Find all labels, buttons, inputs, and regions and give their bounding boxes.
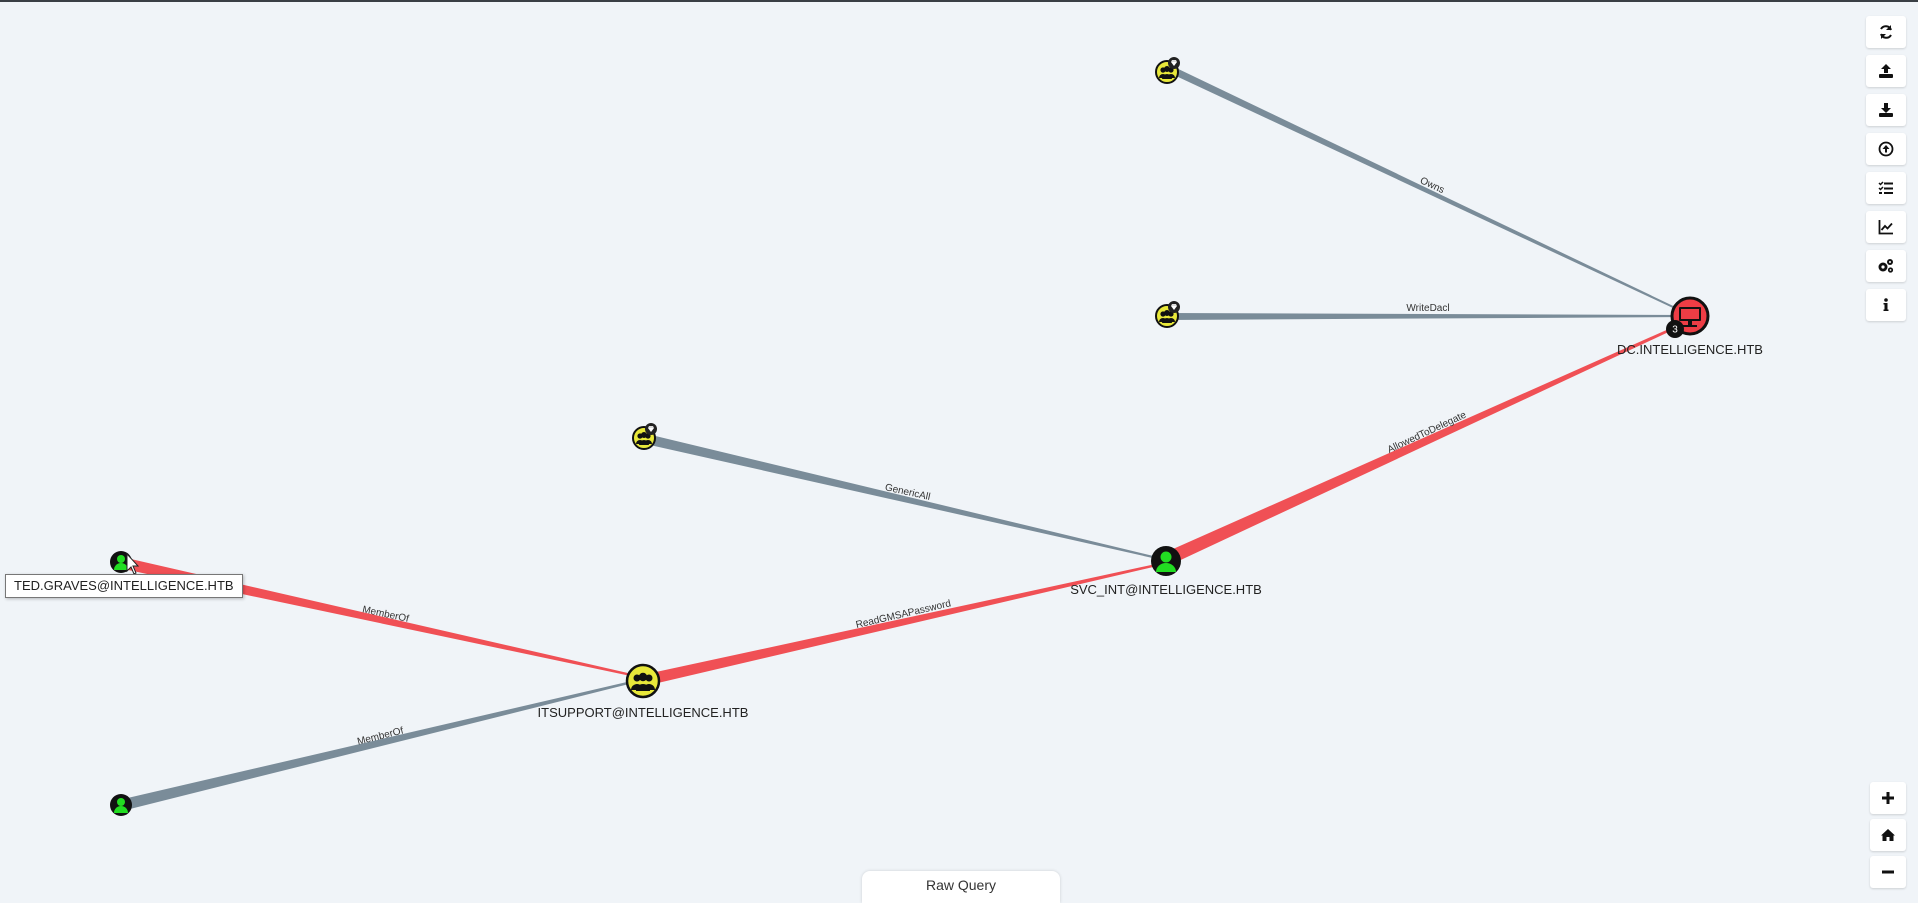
edge-labels: Owns WriteDacl GenericAll AllowedToDeleg… (356, 175, 1468, 747)
zoom-out-icon (1882, 870, 1894, 874)
edge-writedacl[interactable] (1168, 313, 1688, 320)
node-labels: DC.INTELLIGENCE.HTB SVC_INT@INTELLIGENCE… (538, 342, 1763, 720)
edge-owns[interactable] (1170, 65, 1690, 316)
computer-node[interactable]: 3 (1666, 296, 1710, 338)
settings-button[interactable] (1866, 250, 1906, 282)
edge-readgmsapassword[interactable] (642, 562, 1166, 686)
edge-label-writedacl: WriteDacl (1406, 303, 1449, 314)
chart-icon (1878, 220, 1893, 235)
zoom-out-button[interactable] (1870, 856, 1906, 888)
graph-toolbar (1866, 16, 1908, 328)
zoom-home-button[interactable] (1870, 819, 1906, 851)
edge-genericall[interactable] (641, 433, 1166, 561)
raw-query-bar[interactable]: Raw Query (862, 871, 1060, 903)
about-button[interactable] (1866, 289, 1906, 321)
node-label-dc: DC.INTELLIGENCE.HTB (1617, 342, 1763, 357)
zoom-in-button[interactable] (1870, 782, 1906, 814)
edges (119, 65, 1690, 811)
group-node[interactable] (1155, 57, 1180, 84)
node-tooltip: TED.GRAVES@INTELLIGENCE.HTB (5, 574, 243, 598)
node-label-svc-int: SVC_INT@INTELLIGENCE.HTB (1070, 582, 1262, 597)
queries-button[interactable] (1866, 172, 1906, 204)
refresh-button[interactable] (1866, 16, 1906, 48)
gem-icon (645, 423, 657, 435)
download-button[interactable] (1866, 94, 1906, 126)
list-check-icon (1878, 181, 1893, 194)
download-icon (1879, 103, 1893, 117)
settings-icon (1878, 259, 1894, 273)
user-node[interactable] (1151, 546, 1181, 576)
upload-button[interactable] (1866, 55, 1906, 87)
cursor-icon (126, 552, 140, 575)
group-node[interactable] (625, 663, 661, 699)
monitor-icon (1679, 307, 1701, 327)
node-label-itsupport: ITSUPPORT@INTELLIGENCE.HTB (538, 705, 749, 720)
edge-memberof-ted[interactable] (119, 557, 641, 678)
stats-button[interactable] (1866, 211, 1906, 243)
user-node[interactable] (110, 794, 132, 816)
window-top-border (0, 0, 1918, 2)
circle-up-icon (1878, 141, 1894, 157)
count-badge: 3 (1666, 320, 1684, 338)
refresh-icon (1880, 25, 1892, 39)
info-icon (1883, 298, 1889, 311)
edge-allowedtodelegate[interactable] (1164, 320, 1690, 565)
home-icon (1881, 829, 1895, 841)
upload-icon (1879, 64, 1893, 78)
edge-label-allowedtodelegate: AllowedToDelegate (1386, 409, 1469, 455)
nodes: 3 (110, 57, 1710, 816)
zoom-controls (1870, 782, 1906, 893)
gem-icon (1168, 57, 1180, 69)
group-node[interactable] (632, 423, 657, 450)
group-node[interactable] (1155, 301, 1180, 328)
import-button[interactable] (1866, 133, 1906, 165)
edge-memberof-user[interactable] (119, 679, 641, 811)
zoom-in-icon (1882, 792, 1894, 804)
gem-icon (1168, 301, 1180, 313)
count-badge-text: 3 (1672, 325, 1678, 336)
